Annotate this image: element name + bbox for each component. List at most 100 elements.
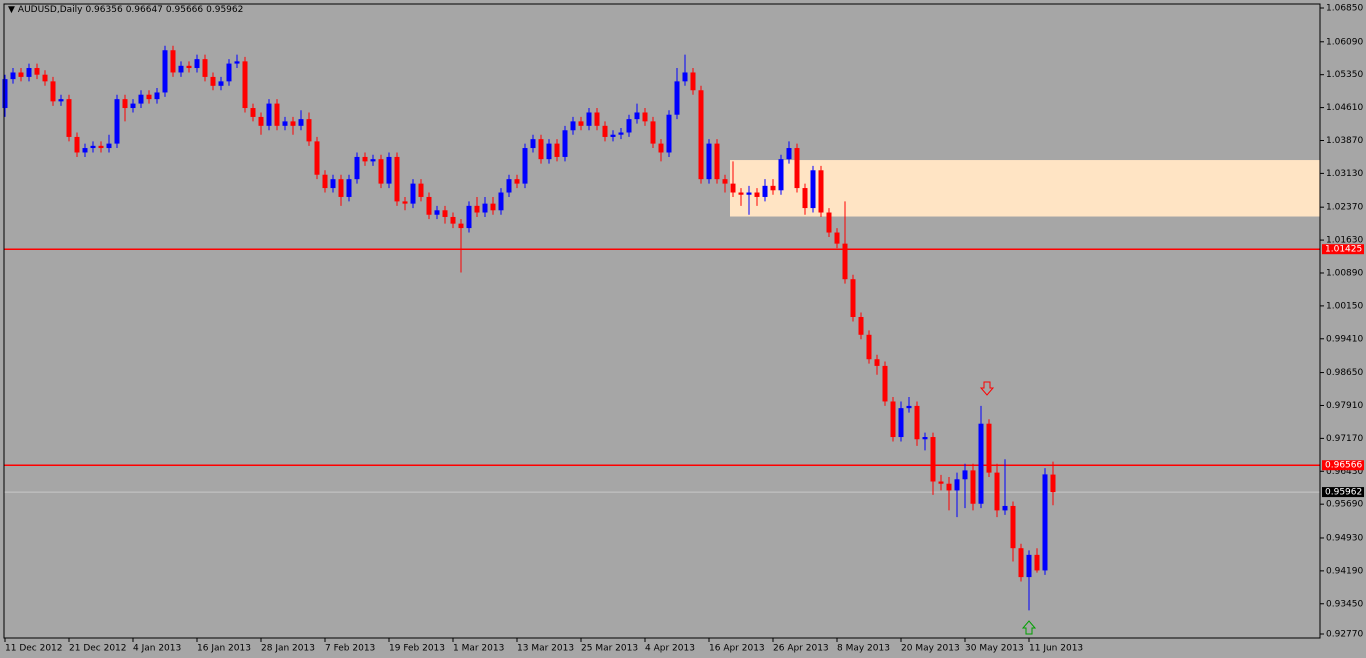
candle-body	[2, 79, 8, 109]
candle-body	[250, 108, 256, 117]
candle-body	[26, 68, 32, 77]
candle-body	[274, 103, 280, 126]
candle-body	[418, 183, 424, 197]
candle-body	[1010, 505, 1016, 549]
candle-body	[906, 405, 912, 409]
candle-body	[650, 121, 656, 144]
candle-body	[1050, 474, 1056, 493]
y-tick-label: 0.94190	[1326, 566, 1363, 576]
candle-body	[882, 365, 888, 402]
x-tick-label: 8 May 2013	[837, 644, 890, 654]
candle-body	[426, 196, 432, 215]
y-tick-label: 1.01630	[1326, 236, 1363, 246]
candle-body	[498, 192, 504, 211]
candle-body	[634, 112, 640, 120]
candle-body	[922, 437, 928, 440]
candle-body	[354, 156, 360, 180]
candle-body	[570, 121, 576, 131]
x-tick-label: 28 Jan 2013	[261, 644, 315, 654]
candle-body	[130, 103, 136, 109]
candle-body	[114, 99, 120, 144]
candle-body	[818, 170, 824, 213]
candle-body	[826, 212, 832, 233]
candle-body	[66, 99, 72, 137]
candle-body	[298, 119, 304, 126]
candle-body	[506, 179, 512, 193]
price-label: 0.95962	[1325, 488, 1362, 498]
candle-body	[514, 179, 520, 184]
candle-body	[938, 481, 944, 484]
y-tick-label: 1.02370	[1326, 203, 1363, 213]
y-tick-label: 1.05350	[1326, 70, 1363, 80]
price-tag	[1322, 487, 1364, 498]
candle-body	[226, 63, 232, 82]
candle-body	[154, 92, 160, 100]
candle-body	[1002, 505, 1008, 511]
header-low: 0.95666	[165, 5, 204, 15]
candle-body	[642, 112, 648, 122]
candle-body	[370, 159, 376, 162]
candle-body	[802, 188, 808, 209]
candle-body	[1018, 548, 1024, 578]
y-tick-label: 1.03870	[1326, 136, 1363, 146]
supply-zone	[730, 160, 1320, 217]
header-open: 0.96356	[85, 5, 123, 15]
candle-body	[954, 479, 960, 491]
candle-body	[386, 156, 392, 184]
line-layer	[4, 248, 1320, 493]
candle-body	[74, 136, 80, 153]
plot-frame	[3, 3, 1321, 639]
candle-body	[890, 401, 896, 438]
x-tick-label: 11 Jun 2013	[1029, 644, 1083, 654]
candle-body	[162, 50, 168, 93]
candle-body	[138, 94, 144, 104]
x-tick-label: 20 May 2013	[901, 644, 960, 654]
sell-arrow	[979, 381, 995, 396]
x-tick-label: 4 Jan 2013	[133, 644, 181, 654]
candle-body	[466, 205, 472, 229]
candle-body	[338, 179, 344, 197]
candle-body	[290, 121, 296, 126]
candle-body	[706, 143, 712, 180]
candle-body	[994, 472, 1000, 511]
candle-body	[210, 76, 216, 86]
level-tag	[1322, 460, 1364, 471]
x-tick-label: 13 Mar 2013	[517, 644, 574, 654]
candle-body	[98, 145, 104, 149]
candle-body	[306, 119, 312, 142]
candle-body	[754, 192, 760, 197]
candle-body	[770, 185, 776, 191]
candle-body	[474, 205, 480, 213]
candle-body	[962, 470, 968, 480]
y-tick-label: 0.95690	[1326, 500, 1363, 510]
candle-body	[602, 125, 608, 137]
candle-body	[794, 148, 800, 189]
candle-body	[34, 68, 40, 75]
candle-body	[762, 185, 768, 197]
candle-body	[562, 130, 568, 157]
candle-body	[810, 170, 816, 209]
y-tick-label: 1.00890	[1326, 268, 1363, 278]
candle-body	[930, 437, 936, 482]
zone-layer	[730, 160, 1320, 217]
candle-body	[458, 223, 464, 229]
y-tick-label: 1.00150	[1326, 301, 1363, 311]
candle-body	[218, 81, 224, 86]
y-tick-label: 0.92770	[1326, 629, 1363, 639]
candle-body	[90, 145, 96, 149]
chart-title: AUDUSD,Daily	[17, 5, 83, 15]
candle-body	[194, 59, 200, 69]
candle-body	[266, 103, 272, 126]
candle-body	[346, 179, 352, 197]
candle-body	[186, 65, 192, 69]
candle-body	[1042, 474, 1048, 571]
x-tick-label: 7 Feb 2013	[325, 644, 375, 654]
header-close: 0.95962	[206, 5, 244, 15]
candle-body	[202, 59, 208, 77]
candle-body	[746, 192, 752, 195]
candle-body	[1034, 554, 1040, 571]
x-tick-label: 1 Mar 2013	[453, 644, 504, 654]
candle-body	[322, 174, 328, 189]
